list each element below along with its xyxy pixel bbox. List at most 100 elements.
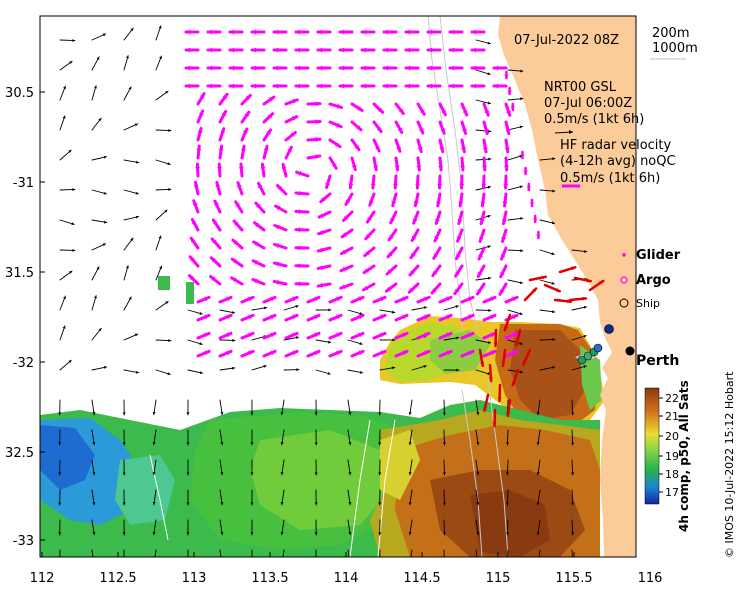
radar-vector-head (331, 163, 337, 169)
ship-track-markers (577, 324, 614, 365)
model-vector-head (520, 249, 523, 253)
radar-vector-head (413, 201, 419, 206)
model-vector-head (103, 365, 107, 369)
model-vector-head (359, 312, 363, 315)
sst-patch-north (158, 276, 605, 430)
radar-vector-head (274, 83, 279, 89)
model-vector-head (122, 532, 126, 535)
model-vector-head (571, 412, 575, 415)
model-vector-head (186, 472, 190, 475)
radar-vector-head (375, 146, 380, 151)
radar-vector-head (269, 97, 274, 102)
radar-vector-head (418, 128, 424, 133)
model-vector-head (359, 342, 363, 345)
radar-vector-head (318, 47, 323, 53)
radar-vector-head (208, 29, 213, 35)
model-vector-head (583, 305, 587, 309)
model-vector-head (571, 532, 575, 535)
radar-vector-head (335, 142, 340, 147)
radar-vector-head (318, 65, 323, 71)
model-vector-head (442, 442, 446, 445)
model-vector-head (487, 245, 491, 249)
radar-vector-head (230, 47, 235, 53)
model-vector-head (186, 442, 190, 445)
radar-vector-head (468, 296, 474, 302)
x-tick-label: 114 (334, 571, 359, 586)
radar-vector-head (472, 83, 477, 89)
radar-vector-head (454, 288, 460, 294)
radar-vector-head (424, 296, 430, 302)
radar-vector-head (434, 236, 439, 241)
model-vector-head (378, 472, 382, 475)
glider-vector-head (503, 326, 508, 331)
radar-vector-head (190, 256, 195, 262)
radar-vector-head (212, 238, 217, 244)
radar-vector-head (315, 101, 320, 107)
model-vector-head (314, 532, 318, 535)
radar-vector-head (507, 90, 512, 94)
radar-vector-head (494, 83, 499, 89)
radar-vector-head (318, 29, 323, 35)
radar-vector-head (384, 83, 389, 89)
model-vector-head (68, 360, 72, 364)
y-tick-label: -33 (13, 534, 34, 549)
radar-vector-head (198, 110, 204, 116)
radar-vector-head (435, 218, 440, 224)
model-vector-head (93, 85, 97, 89)
radar-vector-head (433, 253, 439, 259)
radar-vector-head (245, 95, 251, 101)
radar-vector-head (428, 47, 433, 53)
model-vector-head (92, 442, 96, 445)
radar-vector-head (472, 29, 477, 35)
model-vector-head (519, 281, 523, 285)
radar-vector-head (336, 332, 342, 338)
radar-vector-head (520, 154, 525, 158)
model-vector-head (571, 502, 575, 505)
model-vector-head (69, 61, 73, 64)
radar-vector-head (468, 332, 474, 338)
radar-vector-head (406, 29, 411, 35)
radar-vector-head (186, 29, 191, 35)
model-vector-head (128, 86, 132, 90)
radar-vector-head (348, 183, 354, 188)
radar-vector-head (255, 203, 261, 208)
model-vector-head (92, 412, 96, 415)
model-vector-head (98, 328, 102, 332)
land-mass (498, 16, 636, 557)
model-vector-head (391, 310, 395, 314)
radar-vector-head (314, 314, 320, 320)
model-vector-head (488, 157, 491, 161)
radar-vector-head (500, 271, 505, 277)
model-vector-head (103, 155, 107, 159)
model-vector-head (134, 333, 138, 337)
radar-vector-head (396, 146, 401, 152)
colorbar-label: 4h comp, p50, All Sats (677, 380, 691, 532)
model-vector-head (552, 189, 555, 193)
radar-vector-head (296, 190, 301, 196)
model-vector-head (165, 91, 169, 94)
radar-vector-head (277, 185, 283, 191)
model-vector-head (348, 442, 352, 445)
radar-vector-head (275, 205, 281, 211)
model-vector-head (72, 248, 75, 252)
radar-vector-head (446, 314, 452, 320)
radar-vector-head (197, 128, 203, 134)
hf-radar-vectors (184, 29, 541, 358)
model-vector-head (487, 72, 491, 76)
model-vector-head (62, 115, 66, 119)
model-vector-head (250, 502, 254, 505)
radar-vector-head (512, 314, 518, 320)
model-vector (507, 549, 509, 557)
radar-vector-head (457, 218, 463, 224)
radar-vector-head (296, 65, 301, 71)
model-vector-head (487, 41, 491, 45)
radar-vector-head (318, 230, 324, 235)
model-vector-head (130, 238, 134, 242)
model-vector-head (348, 562, 351, 565)
radar-vector-head (479, 236, 484, 242)
radar-vector-head (380, 350, 386, 356)
model-vector-head (93, 295, 97, 299)
radar-vector-head (210, 276, 216, 282)
radar-vector-head (424, 332, 430, 338)
model-vector-head (168, 128, 171, 133)
